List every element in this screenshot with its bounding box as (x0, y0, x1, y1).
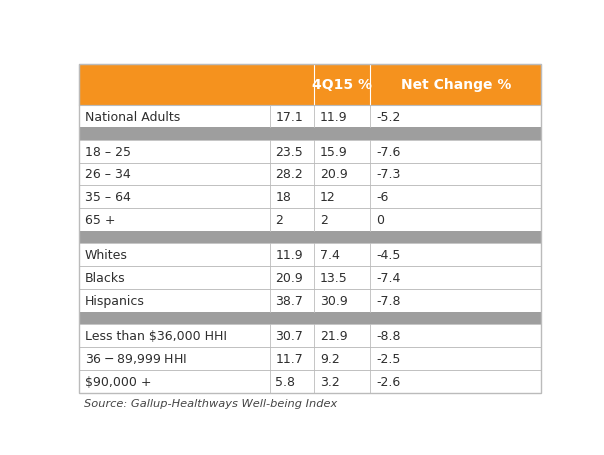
Bar (79, 289, 541, 312)
Bar (79, 186, 541, 209)
Text: Net Change %: Net Change % (400, 78, 511, 92)
Bar (79, 267, 541, 289)
Text: 3.2: 3.2 (320, 375, 339, 388)
Text: Less than $36,000 HHI: Less than $36,000 HHI (85, 329, 227, 342)
Text: $36 - $89,999 HHI: $36 - $89,999 HHI (85, 352, 187, 365)
Text: 18: 18 (275, 191, 291, 204)
Text: 15.9: 15.9 (320, 145, 347, 158)
Bar (79, 312, 541, 324)
Text: 7.4: 7.4 (320, 249, 339, 262)
Bar (79, 163, 541, 186)
Text: -2.5: -2.5 (376, 352, 400, 365)
Bar (79, 65, 541, 106)
Text: 26 – 34: 26 – 34 (85, 168, 130, 181)
Bar (79, 347, 541, 370)
Text: 20.9: 20.9 (320, 168, 347, 181)
Text: 11.9: 11.9 (320, 110, 347, 123)
Bar (79, 244, 541, 267)
Text: Source: Gallup-Healthways Well-being Index: Source: Gallup-Healthways Well-being Ind… (84, 398, 337, 408)
Text: 17.1: 17.1 (275, 110, 303, 123)
Bar (79, 370, 541, 393)
Text: -7.6: -7.6 (376, 145, 400, 158)
Text: -7.3: -7.3 (376, 168, 400, 181)
Bar (79, 128, 541, 141)
Text: 2: 2 (320, 214, 328, 227)
Text: 30.7: 30.7 (275, 329, 303, 342)
Text: 23.5: 23.5 (275, 145, 303, 158)
Text: 5.8: 5.8 (275, 375, 295, 388)
Text: 30.9: 30.9 (320, 294, 347, 307)
Text: 9.2: 9.2 (320, 352, 339, 365)
Text: 35 – 64: 35 – 64 (85, 191, 130, 204)
Bar (79, 209, 541, 232)
Text: Hispanics: Hispanics (85, 294, 145, 307)
Text: -7.4: -7.4 (376, 272, 400, 284)
Text: -8.8: -8.8 (376, 329, 400, 342)
Text: 2: 2 (275, 214, 283, 227)
Text: 65 +: 65 + (85, 214, 115, 227)
Bar (79, 232, 541, 244)
Text: Blacks: Blacks (85, 272, 126, 284)
Text: -6: -6 (376, 191, 388, 204)
Text: -4.5: -4.5 (376, 249, 400, 262)
Text: 18 – 25: 18 – 25 (85, 145, 131, 158)
Bar (79, 106, 541, 128)
Text: 20.9: 20.9 (275, 272, 303, 284)
Text: 0: 0 (376, 214, 384, 227)
Text: 21.9: 21.9 (320, 329, 347, 342)
Text: 38.7: 38.7 (275, 294, 303, 307)
Text: 13.5: 13.5 (320, 272, 347, 284)
Text: 12: 12 (320, 191, 336, 204)
Text: 11.7: 11.7 (275, 352, 303, 365)
Text: -2.6: -2.6 (376, 375, 400, 388)
Text: -7.8: -7.8 (376, 294, 400, 307)
Bar (79, 141, 541, 163)
Text: $90,000 +: $90,000 + (85, 375, 152, 388)
Text: Whites: Whites (85, 249, 127, 262)
Text: 4Q15 %: 4Q15 % (312, 78, 372, 92)
Text: National Adults: National Adults (85, 110, 180, 123)
Text: -5.2: -5.2 (376, 110, 400, 123)
Text: 28.2: 28.2 (275, 168, 303, 181)
Bar (79, 324, 541, 347)
Text: 11.9: 11.9 (275, 249, 303, 262)
